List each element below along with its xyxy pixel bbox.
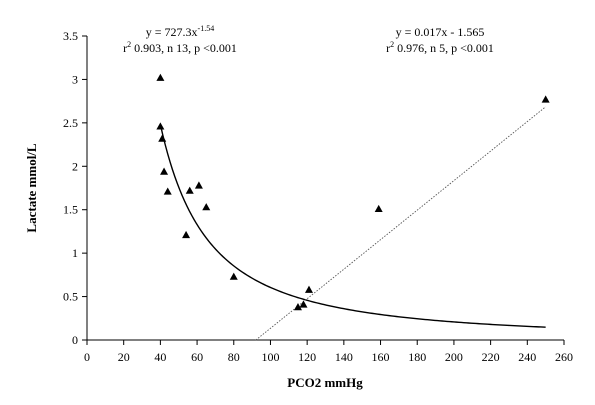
x-tick-label: 100 (261, 350, 279, 364)
x-tick-label: 240 (518, 350, 536, 364)
power-fit-stats-r: r (123, 41, 127, 55)
x-tick-label: 160 (372, 350, 390, 364)
data-point-triangle (156, 73, 165, 81)
x-tick-label: 260 (555, 350, 573, 364)
data-point-triangle (293, 302, 302, 311)
linear-fit-equation: y = 0.017x - 1.565 (396, 25, 485, 39)
x-tick-label: 60 (191, 350, 203, 364)
data-point-triangle (541, 95, 550, 103)
x-tick-label: 180 (408, 350, 426, 364)
power-fit-equation-exponent: -1.54 (198, 24, 215, 33)
y-tick-label: 2.5 (63, 116, 78, 130)
data-point-triangle (374, 204, 383, 213)
x-axis-title: PCO2 mmHg (287, 375, 363, 390)
x-tick-label: 220 (482, 350, 500, 364)
data-point-triangle (163, 187, 172, 195)
x-tick-label: 120 (298, 350, 316, 364)
data-point-triangle (158, 134, 167, 142)
power-fit-stats-sup: 2 (127, 40, 131, 49)
data-point-triangle (299, 300, 308, 308)
axes: 0 20 40 60 80 100 120 140 160 180 200 220 240 260 0 0.5… (63, 29, 573, 364)
power-fit-curve (159, 124, 546, 328)
x-tick-label: 80 (228, 350, 240, 364)
power-fit-equation-main: y = 727.3x (146, 25, 198, 39)
x-tick-label: 20 (118, 350, 130, 364)
y-tick-label: 1.5 (63, 203, 78, 217)
linear-fit-stats-rest: 0.976, n 5, p <0.001 (394, 41, 494, 55)
y-tick-label: 3.5 (63, 29, 78, 43)
data-point-triangle (182, 230, 191, 239)
data-point-triangle (185, 186, 194, 194)
y-tick-label: 0 (72, 333, 78, 347)
data-point-triangle (202, 203, 211, 211)
fit-lines (159, 106, 546, 341)
linear-fit-equation-main: y = 0.017x - 1.565 (396, 25, 485, 39)
y-tick-label: 3 (72, 72, 78, 86)
x-tick-label: 140 (335, 350, 353, 364)
y-tick-label: 0.5 (63, 290, 78, 304)
data-point-triangle (156, 122, 165, 130)
power-fit-stats: r2 0.903, n 13, p <0.001 (123, 40, 237, 55)
x-tick-label: 40 (154, 350, 166, 364)
data-point-triangle (304, 285, 313, 293)
x-tick-label: 200 (445, 350, 463, 364)
y-tick-label: 1 (72, 246, 78, 260)
linear-fit-line (255, 106, 546, 341)
data-point-triangle (160, 167, 169, 175)
y-axis-title: Lactate mmol/L (24, 143, 39, 233)
data-point-triangle (229, 272, 238, 280)
power-fit-equation: y = 727.3x-1.54 (146, 24, 214, 39)
linear-fit-stats: r2 0.976, n 5, p <0.001 (386, 40, 494, 55)
power-fit-stats-rest: 0.903, n 13, p <0.001 (131, 41, 237, 55)
y-tick-label: 2 (72, 159, 78, 173)
data-points (156, 73, 550, 311)
x-tick-label: 0 (84, 350, 90, 364)
linear-fit-stats-sup: 2 (390, 40, 394, 49)
linear-fit-stats-r: r (386, 41, 390, 55)
data-point-triangle (194, 181, 203, 189)
